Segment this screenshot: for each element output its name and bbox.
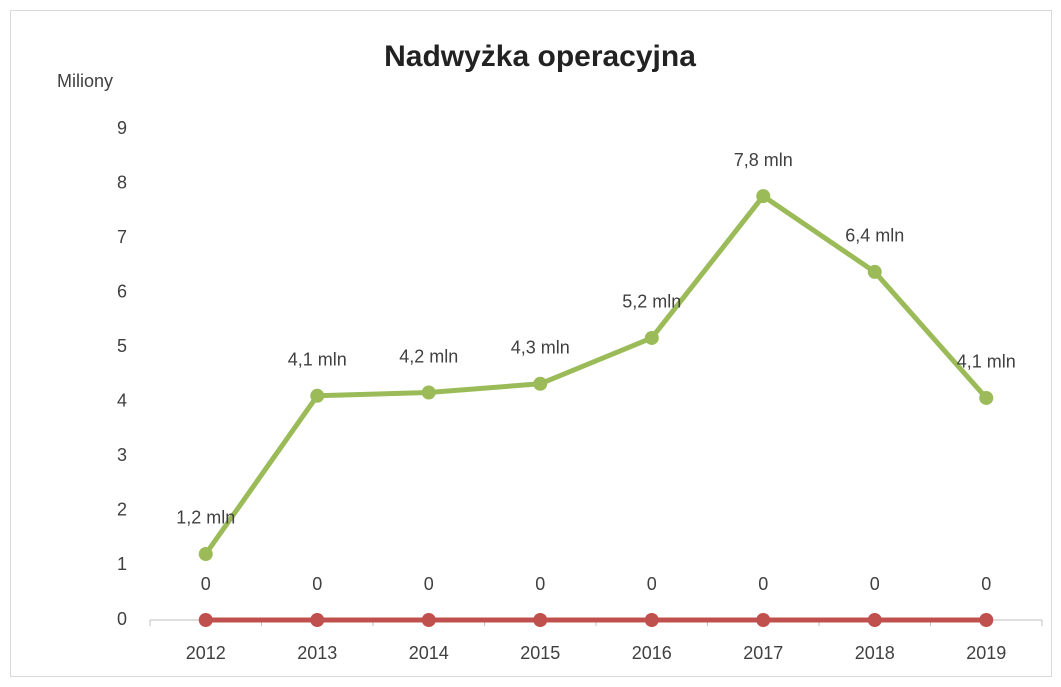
- data-label: 1,2 mln: [176, 508, 235, 528]
- chart-frame: [10, 10, 1052, 677]
- data-point: [979, 390, 994, 405]
- y-tick-label: 9: [117, 118, 127, 138]
- data-point: [421, 613, 436, 627]
- y-tick-label: 5: [117, 336, 127, 356]
- data-label: 0: [201, 574, 211, 594]
- x-tick-label: 2016: [632, 643, 672, 663]
- chart-title: Nadwyżka operacyjna: [384, 40, 696, 73]
- data-point: [867, 613, 882, 627]
- y-tick-label: 7: [117, 227, 127, 247]
- data-label: 0: [758, 574, 768, 594]
- x-tick-label: 2019: [966, 643, 1006, 663]
- data-label: 0: [870, 574, 880, 594]
- y-tick-label: 0: [117, 609, 127, 629]
- data-label: 7,8 mln: [734, 150, 793, 170]
- data-label: 0: [647, 574, 657, 594]
- data-point: [644, 613, 659, 627]
- data-label: 4,1 mln: [957, 352, 1016, 372]
- data-label: 4,1 mln: [288, 350, 347, 370]
- data-point: [756, 613, 771, 627]
- data-point: [310, 613, 325, 627]
- y-tick-label: 4: [117, 391, 127, 411]
- data-point: [644, 330, 659, 345]
- y-axis-label: Miliony: [57, 71, 113, 91]
- data-label: 0: [312, 574, 322, 594]
- data-point: [979, 613, 994, 627]
- x-tick-label: 2017: [743, 643, 783, 663]
- data-point: [310, 388, 325, 403]
- data-label: 6,4 mln: [845, 226, 904, 246]
- x-tick-label: 2014: [409, 643, 449, 663]
- x-tick-label: 2012: [186, 643, 226, 663]
- series-line: [203, 193, 989, 556]
- x-tick-label: 2015: [520, 643, 560, 663]
- x-tick-label: 2018: [855, 643, 895, 663]
- data-label: 5,2 mln: [622, 292, 681, 312]
- data-point: [533, 613, 548, 627]
- x-tick-label: 2013: [297, 643, 337, 663]
- y-tick-label: 6: [117, 281, 127, 301]
- data-point: [198, 546, 213, 561]
- data-point: [867, 264, 882, 279]
- data-label: 4,2 mln: [399, 346, 458, 366]
- data-label: 0: [981, 574, 991, 594]
- data-point: [198, 613, 213, 627]
- data-point: [421, 385, 436, 400]
- data-label: 0: [424, 574, 434, 594]
- data-label: 0: [535, 574, 545, 594]
- y-tick-label: 8: [117, 172, 127, 192]
- data-point: [756, 189, 771, 204]
- data-point: [533, 376, 548, 391]
- data-label: 4,3 mln: [511, 338, 570, 358]
- y-tick-label: 2: [117, 500, 127, 520]
- y-tick-label: 1: [117, 554, 127, 574]
- y-tick-label: 3: [117, 445, 127, 465]
